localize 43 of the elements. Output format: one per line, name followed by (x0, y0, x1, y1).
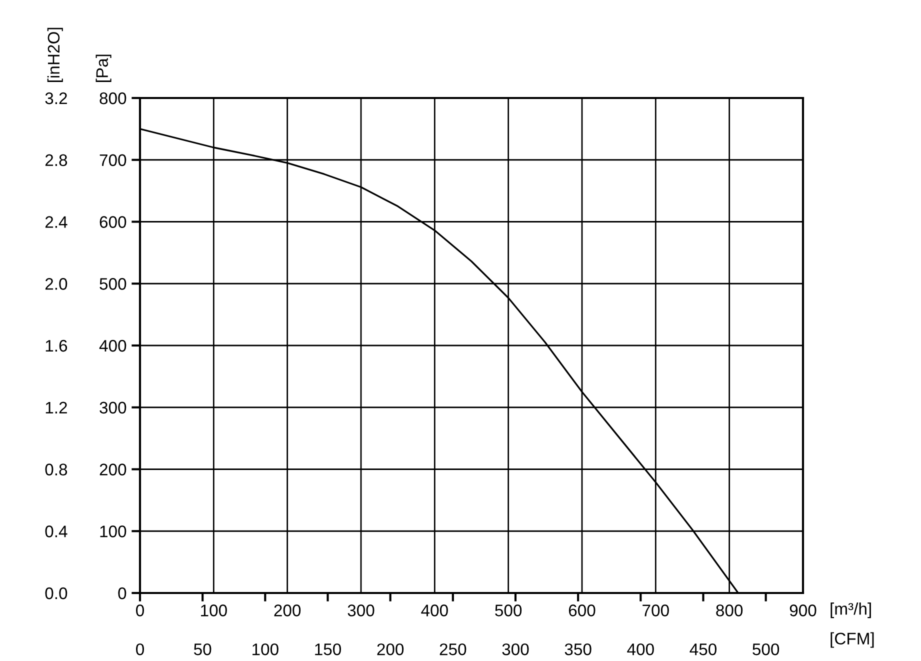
y2-tick-label: 0.8 (45, 464, 68, 476)
x2-tick-label: 0 (136, 643, 144, 656)
y2-tick-label: 1.2 (46, 402, 67, 414)
x-tick-label: 500 (495, 604, 522, 616)
y2-tick-label: 1.6 (46, 340, 68, 352)
y2-tick-label: 2.0 (45, 278, 68, 290)
x-tick-label: 100 (201, 604, 227, 616)
x2-tick-label: 350 (564, 643, 592, 656)
x-tick-label: 800 (716, 604, 743, 616)
x-tick-label: 0 (136, 604, 144, 616)
x-tick-label: 600 (568, 604, 596, 616)
y-tick-label: 200 (100, 464, 126, 476)
x-axis-title: [m³/h] (830, 602, 871, 618)
x-tick-label: 200 (274, 604, 301, 616)
x2-tick-label: 300 (502, 643, 529, 656)
x2-tick-label: 200 (377, 643, 404, 656)
x2-tick-label: 150 (315, 643, 341, 656)
x2-axis-title: [CFM] (830, 632, 874, 648)
x2-tick-label: 250 (440, 643, 466, 656)
y-tick-label: 300 (100, 402, 126, 414)
x2-tick-label: 50 (194, 643, 212, 656)
y2-axis-title: [inH2O] (47, 28, 63, 82)
y-tick-label: 600 (100, 216, 126, 228)
x-tick-label: 300 (348, 604, 374, 616)
y-tick-label: 500 (100, 278, 126, 290)
y2-tick-label: 2.4 (45, 216, 68, 228)
y-tick-label: 400 (99, 340, 126, 352)
x-tick-label: 900 (790, 604, 816, 616)
y2-tick-label: 0.4 (45, 526, 68, 538)
y-tick-label: 800 (100, 92, 126, 104)
y-tick-label: 100 (100, 526, 126, 538)
y-tick-label: 700 (100, 154, 126, 166)
x-tick-label: 700 (642, 604, 669, 616)
x2-tick-label: 400 (627, 643, 654, 656)
x2-tick-label: 100 (252, 643, 278, 656)
y2-tick-label: 3.2 (45, 92, 67, 104)
x-tick-label: 400 (421, 604, 448, 616)
y2-tick-label: 2.8 (45, 154, 68, 166)
y2-tick-label: 0.0 (45, 587, 68, 600)
y-axis-title: [Pa] (96, 54, 112, 82)
y-tick-label: 0 (118, 587, 126, 600)
x2-tick-label: 500 (752, 643, 780, 656)
x2-tick-label: 450 (690, 643, 716, 656)
